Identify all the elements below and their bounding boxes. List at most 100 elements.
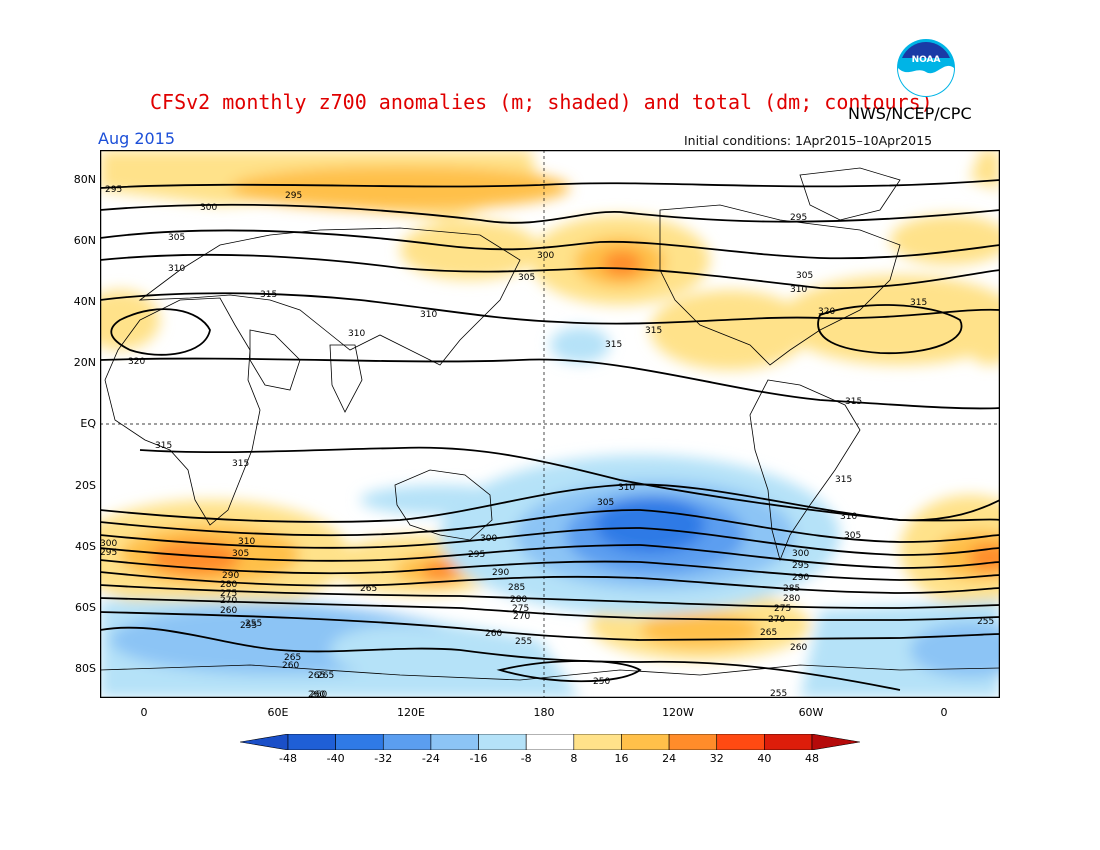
contour-label: 290 <box>792 573 809 583</box>
contour-label: 310 <box>168 264 185 274</box>
contour-label: 315 <box>910 298 927 308</box>
contour-label: 305 <box>796 271 813 281</box>
lat-label-20s: 20S <box>75 479 96 492</box>
contour-labels: 295 295 295 300 300 305 305 305 310 310 … <box>100 185 994 698</box>
contour-label: 270 <box>513 612 530 622</box>
contour-label: 305 <box>168 233 185 243</box>
contour-label: 305 <box>597 498 614 508</box>
contour-label: 265 <box>360 584 377 594</box>
color-bar-segment <box>668 733 718 751</box>
contour-label: 310 <box>618 483 635 493</box>
contour-label: 280 <box>220 580 237 590</box>
contour-label: 305 <box>518 273 535 283</box>
contour-label: 315 <box>835 475 852 485</box>
contour-label: 250 <box>593 677 610 687</box>
contour-label: 320 <box>128 357 145 367</box>
anomaly-area <box>100 290 160 350</box>
anomaly-area <box>230 166 570 210</box>
color-bar-tick-label: 40 <box>757 752 772 765</box>
anomaly-area <box>330 625 470 675</box>
contour-label: 305 <box>844 531 861 541</box>
coastline-eurasia <box>138 227 521 366</box>
lat-label-80s: 80S <box>75 662 96 675</box>
contour-label: 290 <box>222 571 239 581</box>
contour-label: 255 <box>515 637 532 647</box>
contour-label: 295 <box>468 550 485 560</box>
lat-label-60n: 60N <box>73 234 96 247</box>
coastline-australia <box>394 469 493 541</box>
contour-label: 280 <box>783 594 800 604</box>
contour-label: 300 <box>200 203 217 213</box>
forecast-period: Aug 2015 <box>98 129 176 148</box>
chart-title: CFSv2 monthly z700 anomalies (m; shaded)… <box>150 90 933 114</box>
anomaly-area <box>970 335 1000 365</box>
color-bar-tick-label: 16 <box>614 752 629 765</box>
lat-label-80n: 80N <box>73 173 96 186</box>
anomaly-area <box>422 561 458 581</box>
color-bar-segment <box>478 733 527 751</box>
contour-label: 260 <box>220 606 237 616</box>
contour-label: 295 <box>105 185 122 195</box>
contour-label: 275 <box>512 604 529 614</box>
contour-label: 260 <box>485 629 502 639</box>
coastlines <box>100 167 1000 681</box>
color-bar-segment <box>621 733 670 751</box>
noaa-logo: NOAA <box>896 38 956 98</box>
contour-label: 305 <box>232 549 249 559</box>
anomaly-area <box>780 275 1000 365</box>
lat-label-20n: 20N <box>73 356 96 369</box>
contour-label: 300 <box>537 251 554 261</box>
anomaly-area <box>550 327 610 363</box>
contour-label: 295 <box>790 213 807 223</box>
noaa-logo-text: NOAA <box>912 55 941 65</box>
lon-label-60w: 60W <box>798 706 824 719</box>
color-bar-tick-label: -48 <box>279 752 297 765</box>
contour-label: 255 <box>245 619 262 629</box>
contour-label: 280 <box>510 595 527 605</box>
contour-label: 315 <box>155 441 172 451</box>
anomaly-area <box>890 215 1000 265</box>
coastline-s-america <box>749 379 861 562</box>
contour-label: 295 <box>285 191 302 201</box>
coastline-africa <box>104 297 261 526</box>
lat-label-eq: EQ <box>80 417 96 430</box>
height-contours <box>100 179 1000 691</box>
contour-label: 285 <box>508 583 525 593</box>
contour-label: 315 <box>260 290 277 300</box>
color-bar-arrow-right <box>811 733 861 751</box>
contour-label: 285 <box>783 584 800 594</box>
color-bar-tick-label: -40 <box>326 752 345 765</box>
contour-label: 260 <box>308 690 325 698</box>
contour-label: 275 <box>774 604 791 614</box>
anomaly-area <box>602 251 642 277</box>
color-bar-segment <box>716 733 765 751</box>
contour-label: 310 <box>840 512 857 522</box>
contour-label: 310 <box>348 329 365 339</box>
anomaly-area <box>650 290 810 370</box>
contour-label: 275 <box>220 589 237 599</box>
lat-label-60s: 60S <box>75 601 96 614</box>
color-bar-segment <box>335 733 384 751</box>
graticule <box>100 150 1000 698</box>
lon-label-60e: 60E <box>267 706 289 719</box>
agency-label: NWS/NCEP/CPC <box>848 104 972 123</box>
lon-label-120e: 120E <box>397 706 425 719</box>
contour-label: 295 <box>100 548 117 558</box>
contour-label: 255 <box>977 617 994 627</box>
initial-conditions: Initial conditions: 1Apr2015–10Apr2015 <box>684 133 933 148</box>
color-bar-tick-label: -32 <box>374 752 393 765</box>
lon-label-120w: 120W <box>662 706 694 719</box>
contour-label: 315 <box>845 397 862 407</box>
color-bar-segment <box>525 733 575 751</box>
color-bar-segment <box>287 733 336 751</box>
contour-label: 315 <box>232 459 249 469</box>
color-bar-tick-label: 24 <box>662 752 677 765</box>
lat-label-40s: 40S <box>75 540 96 553</box>
anomaly-area <box>360 485 520 515</box>
color-bar <box>239 733 861 768</box>
contour-label: 260 <box>282 661 299 671</box>
contour-label: 315 <box>605 340 622 350</box>
contour-label: 310 <box>420 310 437 320</box>
color-bar-segment <box>430 733 479 751</box>
contour-label: 310 <box>238 537 255 547</box>
